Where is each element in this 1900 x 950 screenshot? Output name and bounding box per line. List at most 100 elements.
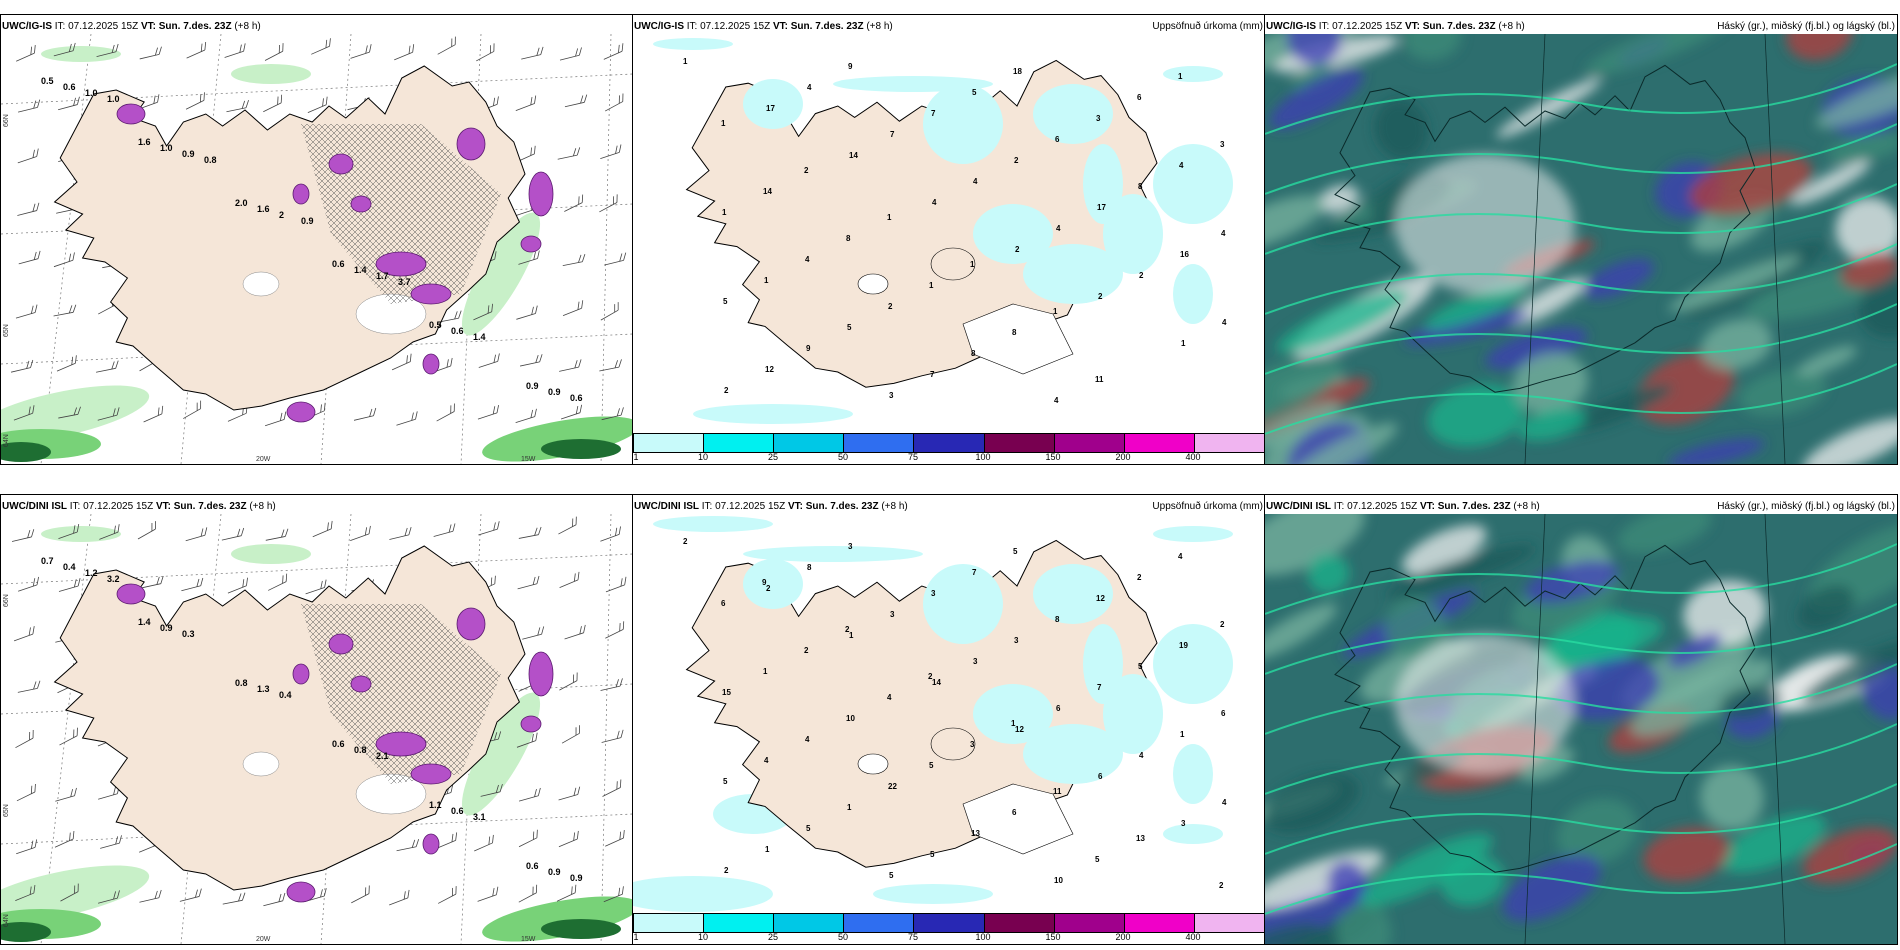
barb-flag xyxy=(239,44,242,53)
barb-flag xyxy=(620,578,623,587)
barb-flag xyxy=(325,39,328,48)
precip-value: 2 xyxy=(1098,292,1103,301)
precip-legend xyxy=(633,913,1265,933)
glacier xyxy=(930,247,976,281)
precip-area-land xyxy=(743,79,803,129)
barb-shaft xyxy=(559,54,580,61)
barb-flag xyxy=(72,42,76,51)
snow-depth-area xyxy=(350,675,372,693)
barb-shaft xyxy=(53,259,74,268)
barb-flag xyxy=(77,96,80,105)
barb-shaft xyxy=(564,202,583,212)
barb-flag xyxy=(621,43,624,52)
precip-value: 3 xyxy=(973,657,978,666)
precip-legend-ticks: 1 10 25 50 75 100 150 200 400 xyxy=(633,932,1263,944)
barb-flag xyxy=(496,96,499,105)
cloud-patch xyxy=(1265,879,1366,944)
barb-flag xyxy=(77,406,81,415)
barb-flag xyxy=(37,99,41,108)
barb-flag xyxy=(117,890,120,899)
precip-value: 1 xyxy=(1178,72,1183,81)
precip-value: 12 xyxy=(1096,594,1105,603)
barb-flag xyxy=(157,94,160,103)
precip-area-sea xyxy=(743,546,923,562)
legend-tick: 75 xyxy=(907,932,919,942)
latitude-label: 66N xyxy=(3,114,10,127)
snow-depth-area xyxy=(528,171,554,217)
wind-barb xyxy=(15,885,36,901)
precip-title: Uppsöfnuð úrkoma (mm) xyxy=(1152,21,1263,32)
barb-flag xyxy=(623,829,625,839)
barb-flag xyxy=(36,148,39,157)
barb-flag xyxy=(575,516,577,525)
barb-flag xyxy=(531,306,534,315)
cloud-patch xyxy=(1374,98,1428,160)
barb-flag xyxy=(119,835,122,844)
barb-shaft xyxy=(562,261,583,267)
cloud-patch xyxy=(1643,827,1730,882)
barb-shaft xyxy=(179,896,200,902)
barb-flag xyxy=(496,886,499,895)
barb-flag xyxy=(153,95,156,104)
barb-shaft xyxy=(350,533,370,542)
legend-tick: 10 xyxy=(697,932,709,942)
barb-shaft xyxy=(58,104,78,111)
precip-value: 3 xyxy=(889,391,894,400)
wind-barb xyxy=(603,43,624,60)
precip-patch xyxy=(1,922,51,942)
precip-value: 3 xyxy=(1220,140,1225,149)
barb-flag xyxy=(32,405,35,414)
wind-barb xyxy=(263,892,286,907)
precip-value: 2 xyxy=(766,584,771,593)
barb-shaft xyxy=(97,414,118,421)
barb-flag xyxy=(73,407,77,416)
barb-flag xyxy=(111,44,115,53)
barb-flag xyxy=(614,304,616,313)
precip-patch xyxy=(41,526,121,542)
wind-barb xyxy=(564,194,584,212)
precip-area-land xyxy=(1173,264,1213,324)
wind-barb xyxy=(179,888,202,902)
legend-swatch xyxy=(1194,914,1264,932)
legend-swatch xyxy=(704,914,775,932)
cloud-patch xyxy=(1668,255,1801,312)
barb-shaft xyxy=(520,361,540,367)
barb-shaft xyxy=(186,49,206,59)
barb-flag xyxy=(365,887,367,896)
barb-flag xyxy=(30,840,34,849)
precip-title: Uppsöfnuð úrkoma (mm) xyxy=(1152,501,1263,512)
barb-flag xyxy=(73,97,76,106)
panel-precip-bottom: UWC/DINI ISL IT: 07.12.2025 15Z VT: Sun.… xyxy=(632,494,1266,945)
precip-value: 2 xyxy=(724,386,729,395)
wind-barb xyxy=(600,526,621,542)
wind-barb xyxy=(15,304,38,319)
barb-shaft xyxy=(268,581,287,591)
precip-value: 3 xyxy=(931,589,936,598)
precip-patch xyxy=(461,692,541,816)
precip-value: 7 xyxy=(890,130,895,139)
precip-patch xyxy=(541,439,621,459)
it-value: 07.12.2025 15Z xyxy=(68,21,139,32)
barb-flag xyxy=(530,96,533,106)
barb-shaft xyxy=(264,50,283,61)
wind-barb xyxy=(58,578,81,592)
barb-shaft xyxy=(600,152,620,159)
barb-flag xyxy=(618,887,621,896)
barb-shaft xyxy=(227,412,247,422)
precip-value: 1 xyxy=(765,845,770,854)
barb-flag xyxy=(498,731,502,740)
wind-barb xyxy=(518,884,538,903)
barb-flag xyxy=(37,250,41,259)
barb-flag xyxy=(72,304,77,313)
precip-value: 17 xyxy=(1097,203,1106,212)
wind-barb xyxy=(58,406,81,419)
wind-barb xyxy=(556,884,577,902)
wind-barb xyxy=(143,405,164,423)
barb-flag xyxy=(76,523,80,533)
barb-flag xyxy=(489,45,491,54)
barb-shaft xyxy=(227,585,247,594)
barb-shaft xyxy=(558,524,577,535)
barb-flag xyxy=(282,43,284,52)
glacier xyxy=(857,273,889,295)
precip-patch xyxy=(482,896,633,942)
